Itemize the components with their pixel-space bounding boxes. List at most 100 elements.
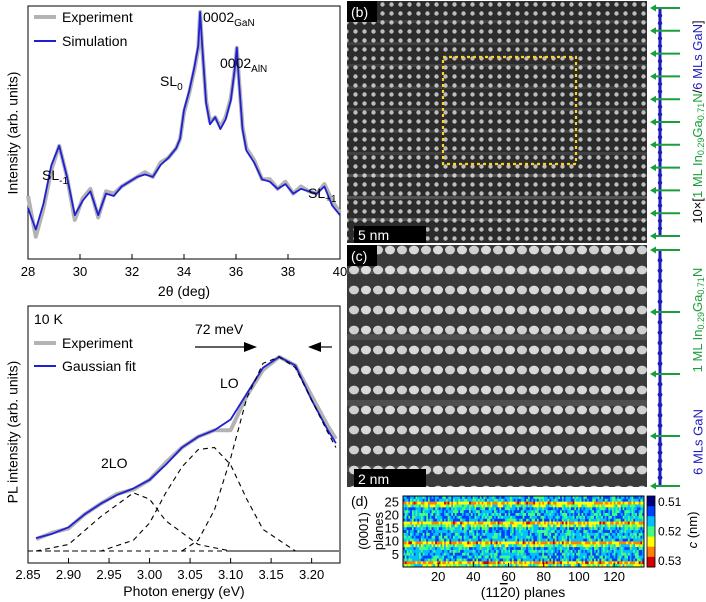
- heat-cell: [469, 524, 472, 528]
- heat-cell: [486, 521, 489, 525]
- heat-cell: [495, 564, 498, 568]
- b-layer-band: [347, 196, 647, 199]
- heat-cell: [629, 515, 632, 520]
- heat-cell: [586, 532, 589, 537]
- heat-cell: [626, 518, 629, 522]
- heat-cell: [627, 555, 631, 559]
- heat-cell: [547, 547, 550, 551]
- heat-cell: [576, 561, 579, 565]
- heat-cell: [415, 518, 418, 522]
- heat-cell: [424, 549, 427, 554]
- heat-cell: [622, 530, 625, 534]
- heat-cell: [417, 547, 420, 551]
- heat-cell: [481, 564, 484, 568]
- heat-cell: [413, 532, 416, 537]
- colorbar-tick-label: 0.53: [658, 554, 682, 568]
- heat-cell: [624, 510, 627, 514]
- heat-cell: [594, 513, 597, 517]
- heat-cell: [519, 544, 522, 548]
- heat-cell: [631, 530, 634, 534]
- heat-cell: [590, 527, 593, 531]
- heat-cell: [458, 527, 461, 531]
- heat-cell: [477, 507, 481, 511]
- heat-cell: [499, 515, 502, 520]
- heat-cell: [601, 507, 604, 511]
- d-xtick-label: 60: [501, 569, 515, 584]
- heat-cell: [642, 564, 645, 568]
- heat-cell: [424, 541, 427, 545]
- heat-cell: [604, 496, 607, 500]
- heat-cell: [417, 510, 420, 514]
- heat-cell: [435, 532, 438, 537]
- heat-cell: [619, 532, 622, 537]
- d-xtick-label: 120: [603, 569, 625, 584]
- heat-cell: [524, 527, 527, 531]
- colorbar-segment: [647, 536, 655, 548]
- heat-cell: [485, 496, 488, 500]
- heat-cell: [572, 541, 575, 545]
- heat-cell: [454, 561, 457, 565]
- heat-cell: [519, 521, 522, 525]
- heat-cell: [499, 513, 502, 517]
- heat-cell: [547, 549, 550, 554]
- heat-cell: [560, 527, 563, 531]
- heat-cell: [408, 496, 411, 500]
- heat-cell: [574, 510, 577, 514]
- a-annot-aln: 0002AlN: [220, 55, 267, 75]
- heat-cell: [522, 544, 525, 548]
- heat-cell: [417, 541, 420, 545]
- heat-cell: [636, 518, 639, 522]
- heat-cell: [449, 532, 452, 537]
- heat-cell: [497, 498, 500, 502]
- heat-cell: [572, 498, 575, 502]
- heat-cell: [613, 538, 616, 542]
- heat-cell: [606, 532, 609, 537]
- heat-cell: [460, 547, 463, 551]
- heat-cell: [502, 549, 506, 554]
- heat-cell: [460, 530, 463, 534]
- heat-cell: [569, 504, 572, 508]
- heat-cell: [638, 518, 641, 522]
- heat-cell: [474, 530, 477, 534]
- heat-cell: [594, 521, 597, 525]
- heat-cell: [629, 555, 632, 559]
- heat-cell: [545, 555, 548, 559]
- heat-cell: [479, 518, 482, 522]
- heat-cell: [574, 496, 577, 500]
- heat-cell: [411, 501, 415, 505]
- heat-cell: [540, 510, 543, 514]
- heat-cell: [579, 555, 582, 559]
- heat-cell: [476, 521, 479, 525]
- heat-cell: [552, 527, 556, 531]
- heat-cell: [606, 547, 609, 551]
- heat-cell: [467, 558, 470, 562]
- heat-cell: [519, 524, 522, 528]
- heat-cell: [479, 513, 482, 517]
- heat-cell: [494, 498, 497, 502]
- heat-cell: [447, 504, 450, 508]
- heat-cell: [449, 515, 452, 520]
- heat-cell: [444, 544, 447, 548]
- heat-cell: [452, 498, 456, 502]
- heat-cell: [486, 561, 489, 565]
- heat-cell: [563, 555, 566, 559]
- heat-cell: [508, 524, 511, 528]
- heat-cell: [577, 524, 581, 528]
- heat-cell: [483, 561, 486, 565]
- heat-cell: [635, 549, 638, 554]
- e-series-gaussian-fit: [35, 355, 337, 539]
- heat-cell: [422, 498, 425, 502]
- top-marker-dot: [657, 180, 663, 185]
- heat-cell: [506, 496, 509, 500]
- heat-cell: [465, 518, 468, 522]
- heat-cell: [413, 507, 416, 511]
- heat-cell: [492, 513, 495, 517]
- heat-cell: [638, 504, 641, 508]
- heat-cell: [585, 555, 588, 559]
- top-marker-dot: [657, 104, 663, 110]
- heat-cell: [604, 564, 607, 568]
- heat-cell: [447, 507, 450, 511]
- heat-cell: [606, 510, 609, 514]
- heat-cell: [613, 558, 616, 562]
- heat-cell: [458, 510, 461, 514]
